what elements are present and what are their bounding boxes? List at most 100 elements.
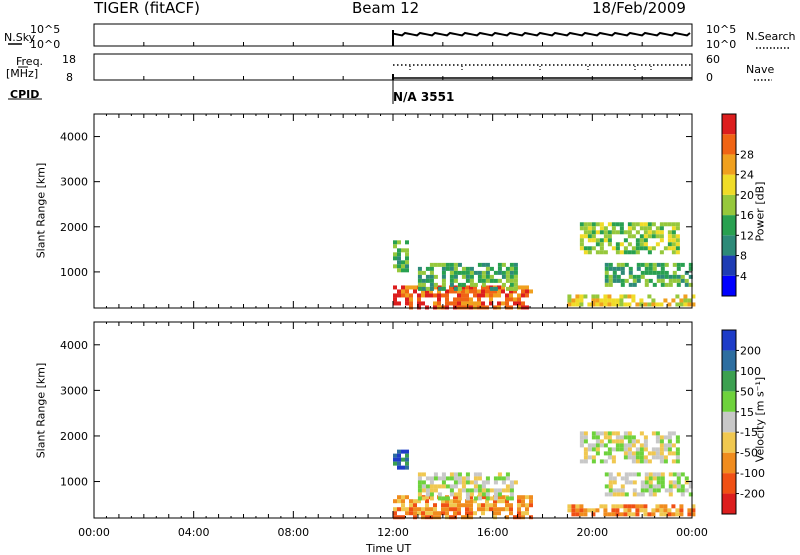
echo-pixel bbox=[437, 515, 441, 520]
echo-pixel bbox=[583, 451, 588, 456]
echo-pixel bbox=[509, 282, 514, 287]
echo-pixel bbox=[579, 459, 584, 464]
echo-pixel bbox=[603, 504, 608, 509]
echo-pixel bbox=[675, 447, 680, 452]
echo-pixel bbox=[425, 305, 429, 310]
echo-pixel bbox=[425, 293, 429, 298]
freq-unit: [MHz] bbox=[6, 67, 39, 80]
echo-pixel bbox=[675, 238, 680, 243]
echo-pixel bbox=[417, 484, 422, 489]
echo-pixel bbox=[509, 278, 514, 283]
echo-pixel bbox=[667, 222, 672, 227]
echo-pixel bbox=[655, 447, 660, 452]
echo-pixel bbox=[505, 496, 510, 501]
echo-pixel bbox=[675, 226, 680, 231]
echo-pixel bbox=[668, 480, 673, 485]
echo-pixel bbox=[401, 285, 405, 290]
echo-pixel bbox=[429, 262, 434, 267]
echo-pixel bbox=[587, 226, 592, 231]
echo-pixel bbox=[587, 508, 592, 513]
echo-pixel bbox=[611, 431, 616, 436]
echo-pixel bbox=[595, 242, 600, 247]
echo-pixel bbox=[627, 250, 632, 255]
echo-pixel bbox=[461, 476, 466, 481]
echo-pixel bbox=[525, 285, 529, 290]
echo-pixel bbox=[413, 507, 417, 512]
echo-pixel bbox=[517, 507, 521, 512]
echo-pixel bbox=[676, 484, 681, 489]
echo-pixel bbox=[437, 492, 442, 497]
echo-pixel bbox=[603, 451, 608, 456]
echo-pixel bbox=[603, 508, 608, 513]
echo-pixel bbox=[429, 476, 434, 481]
echo-pixel bbox=[643, 238, 648, 243]
echo-pixel bbox=[433, 301, 437, 306]
echo-pixel bbox=[437, 484, 442, 489]
echo-pixel bbox=[393, 301, 397, 306]
echo-pixel bbox=[425, 492, 430, 497]
echo-pixel bbox=[676, 472, 681, 477]
echo-pixel bbox=[648, 476, 653, 481]
echo-pixel bbox=[607, 222, 612, 227]
colorbar-tick-label: 16 bbox=[740, 209, 754, 222]
echo-pixel bbox=[505, 488, 510, 493]
echo-pixel bbox=[457, 297, 461, 302]
echo-pixel bbox=[639, 242, 644, 247]
echo-pixel bbox=[611, 512, 616, 517]
echo-pixel bbox=[628, 266, 633, 271]
echo-pixel bbox=[671, 230, 676, 235]
echo-pixel bbox=[672, 274, 677, 279]
echo-pixel bbox=[393, 252, 397, 257]
echo-pixel bbox=[461, 285, 465, 290]
echo-pixel bbox=[579, 443, 584, 448]
echo-pixel bbox=[615, 439, 620, 444]
echo-pixel bbox=[643, 435, 648, 440]
echo-pixel bbox=[401, 503, 405, 508]
echo-pixel bbox=[659, 459, 664, 464]
echo-pixel bbox=[465, 488, 470, 493]
echo-pixel bbox=[655, 439, 660, 444]
echo-pixel bbox=[612, 488, 617, 493]
echo-pixel bbox=[477, 484, 482, 489]
echo-pixel bbox=[688, 266, 693, 271]
echo-pixel bbox=[583, 230, 588, 235]
echo-pixel bbox=[687, 302, 692, 307]
echo-pixel bbox=[615, 250, 620, 255]
echo-pixel bbox=[632, 274, 637, 279]
echo-pixel bbox=[509, 492, 514, 497]
radar-title: TIGER (fitACF) bbox=[94, 0, 201, 17]
echo-pixel bbox=[655, 242, 660, 247]
echo-pixel bbox=[627, 443, 632, 448]
echo-pixel bbox=[397, 449, 401, 454]
echo-pixel bbox=[489, 301, 493, 306]
echo-pixel bbox=[425, 515, 429, 520]
echo-pixel bbox=[583, 226, 588, 231]
echo-pixel bbox=[505, 476, 510, 481]
echo-pixel bbox=[497, 507, 501, 512]
echo-pixel bbox=[648, 480, 653, 485]
echo-pixel bbox=[615, 222, 620, 227]
echo-pixel bbox=[659, 508, 664, 513]
colorbar-tick-label: 12 bbox=[740, 229, 754, 242]
echo-pixel bbox=[497, 488, 502, 493]
echo-pixel bbox=[449, 282, 454, 287]
xtick-label: 04:00 bbox=[178, 526, 210, 539]
echo-pixel bbox=[401, 248, 405, 253]
echo-pixel bbox=[405, 268, 409, 273]
echo-pixel bbox=[525, 511, 529, 516]
echo-pixel bbox=[477, 274, 482, 279]
echo-pixel bbox=[509, 480, 514, 485]
echo-pixel bbox=[615, 298, 620, 303]
echo-pixel bbox=[445, 301, 449, 306]
echo-pixel bbox=[639, 459, 644, 464]
time-xlabel: Time UT bbox=[366, 542, 412, 555]
echo-pixel bbox=[663, 222, 668, 227]
echo-pixel bbox=[655, 451, 660, 456]
echo-pixel bbox=[457, 472, 462, 477]
echo-pixel bbox=[453, 511, 457, 516]
echo-pixel bbox=[647, 451, 652, 456]
echo-pixel bbox=[429, 515, 433, 520]
colorbar-tick-label: -200 bbox=[740, 488, 765, 501]
echo-pixel bbox=[583, 447, 588, 452]
